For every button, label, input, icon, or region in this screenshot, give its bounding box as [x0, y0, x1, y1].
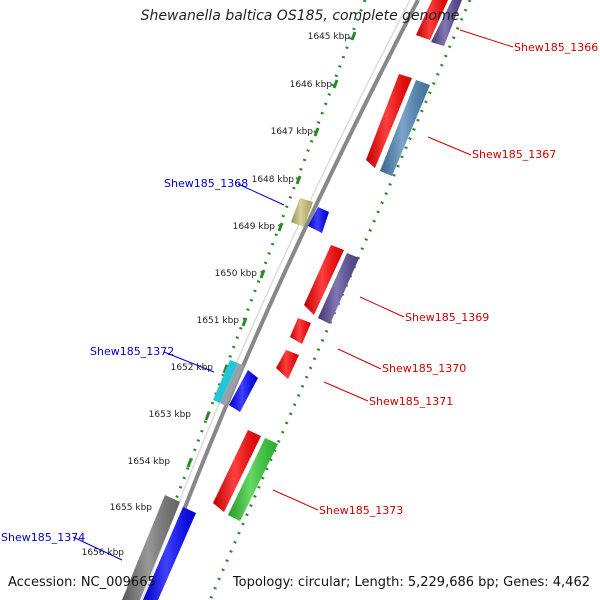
tick-label-1656: 1656 kbp: [82, 548, 125, 558]
map-title: Shewanella baltica OS185, complete genom…: [140, 8, 460, 24]
inner-dotted-ring: [136, 0, 367, 600]
gene-label-shew185-1368[interactable]: Shew185_1368: [164, 177, 248, 190]
leader-line-1371: [323, 381, 369, 402]
leader-line-1366: [459, 29, 514, 48]
tick-label-1650: 1650 kbp: [215, 269, 258, 279]
topology-label: Topology: circular; Length: 5,229,686 bp…: [232, 575, 590, 590]
leader-line-1373: [272, 489, 319, 511]
gene-shew185-1374[interactable]: [122, 495, 196, 600]
gene-label-shew185-1370[interactable]: Shew185_1370: [382, 362, 466, 375]
leader-line-1374: [72, 536, 123, 561]
gene-label-shew185-1369[interactable]: Shew185_1369: [405, 311, 489, 324]
tick-label-1655: 1655 kbp: [110, 503, 153, 513]
tick-label-1649: 1649 kbp: [233, 222, 276, 232]
gene-shew185-1372[interactable]: [213, 360, 258, 412]
leader-line-1368: [237, 183, 285, 206]
leader-line-1367: [427, 136, 472, 156]
tick-label-1654: 1654 kbp: [128, 457, 171, 467]
leader-line-1369: [359, 296, 405, 318]
gene-label-shew185-1374[interactable]: Shew185_1374: [1, 531, 85, 544]
tick-label-1646: 1646 kbp: [290, 80, 333, 90]
gene-shew185-1371[interactable]: [276, 350, 299, 379]
gene-label-shew185-1371[interactable]: Shew185_1371: [369, 395, 453, 408]
gene-shew185-1369[interactable]: [304, 245, 359, 324]
leader-line-1372: [163, 351, 215, 373]
tick-label-1653: 1653 kbp: [149, 410, 192, 420]
gene-shew185-1370[interactable]: [290, 318, 311, 344]
tick-label-1652: 1652 kbp: [171, 363, 214, 373]
tick-label-1647: 1647 kbp: [271, 127, 314, 137]
gene-shew185-1368[interactable]: [291, 198, 329, 233]
tick-label-1648: 1648 kbp: [252, 175, 295, 185]
gene-shew185-1373[interactable]: [213, 430, 278, 521]
gene-label-shew185-1372[interactable]: Shew185_1372: [90, 345, 174, 358]
tick-label-1651: 1651 kbp: [197, 316, 240, 326]
tick-label-1645: 1645 kbp: [308, 32, 351, 42]
gene-shew185-1367[interactable]: [366, 74, 430, 176]
gene-label-shew185-1367[interactable]: Shew185_1367: [472, 148, 556, 161]
accession-label: Accession: NC_009665: [8, 575, 156, 590]
leader-line-1370: [337, 348, 382, 370]
gene-label-shew185-1366[interactable]: Shew185_1366: [514, 41, 598, 54]
gene-shew185-1366[interactable]: [416, 0, 462, 46]
gene-label-shew185-1373[interactable]: Shew185_1373: [319, 504, 403, 517]
